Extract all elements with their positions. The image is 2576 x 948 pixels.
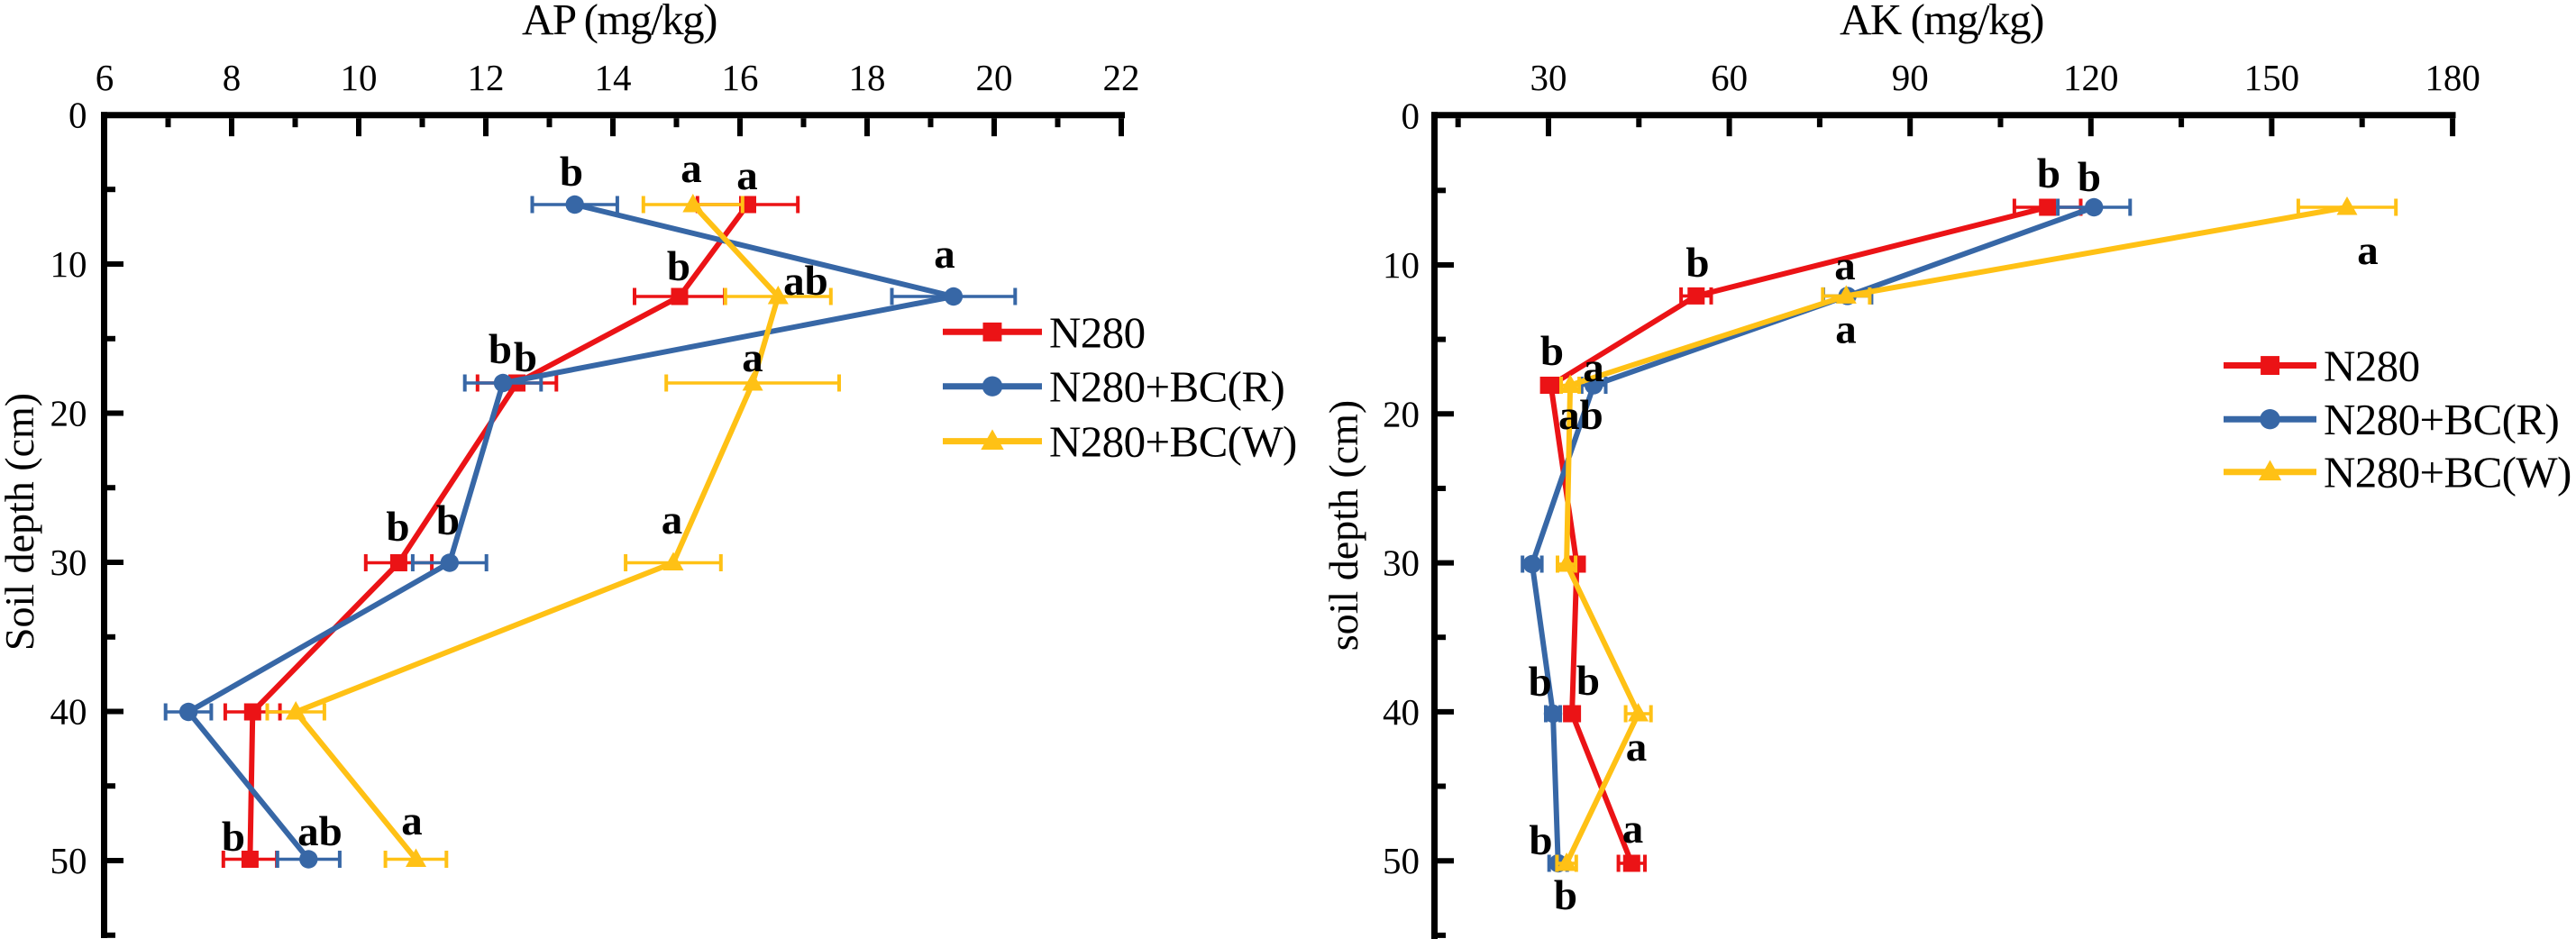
svg-text:14: 14 [595, 57, 632, 98]
svg-text:40: 40 [1383, 691, 1420, 733]
svg-text:soil depth (cm): soil depth (cm) [1320, 400, 1366, 652]
svg-text:b: b [489, 326, 512, 373]
svg-text:b: b [436, 497, 460, 544]
svg-text:a: a [662, 497, 683, 543]
svg-text:18: 18 [849, 57, 886, 98]
svg-text:AP (mg/kg): AP (mg/kg) [522, 0, 717, 44]
svg-text:6: 6 [96, 57, 114, 98]
svg-text:30: 30 [1383, 542, 1420, 584]
svg-text:60: 60 [1711, 57, 1748, 98]
svg-text:20: 20 [1383, 393, 1420, 434]
svg-text:b: b [1529, 659, 1552, 706]
svg-text:N280: N280 [1049, 307, 1146, 357]
svg-text:a: a [2357, 227, 2379, 274]
svg-text:12: 12 [468, 57, 505, 98]
svg-text:180: 180 [2425, 57, 2480, 98]
svg-text:50: 50 [50, 840, 87, 881]
svg-text:a: a [736, 152, 758, 199]
svg-text:N280+BC(W): N280+BC(W) [2324, 448, 2571, 497]
svg-text:20: 20 [50, 393, 87, 434]
svg-text:120: 120 [2063, 57, 2119, 98]
svg-text:16: 16 [722, 57, 759, 98]
svg-text:b: b [1576, 658, 1600, 705]
svg-text:N280+BC(R): N280+BC(R) [1049, 362, 1284, 412]
svg-text:b: b [2037, 150, 2060, 197]
svg-text:AK (mg/kg): AK (mg/kg) [1840, 0, 2043, 44]
svg-text:150: 150 [2244, 57, 2300, 98]
svg-text:a: a [1583, 344, 1604, 391]
svg-text:N280+BC(R): N280+BC(R) [2324, 395, 2559, 444]
svg-text:10: 10 [1383, 244, 1420, 286]
svg-text:ab: ab [783, 258, 828, 305]
svg-text:0: 0 [69, 95, 87, 136]
svg-text:a: a [1834, 242, 1856, 289]
svg-text:a: a [934, 231, 955, 278]
svg-text:b: b [386, 504, 409, 551]
svg-text:8: 8 [223, 57, 242, 98]
svg-text:b: b [1554, 872, 1577, 919]
svg-text:b: b [1540, 328, 1564, 375]
svg-text:ab: ab [1558, 392, 1603, 439]
svg-text:b: b [222, 814, 245, 861]
svg-text:N280: N280 [2324, 342, 2420, 391]
svg-text:a: a [742, 334, 763, 381]
svg-text:b: b [2078, 154, 2101, 201]
svg-text:b: b [1685, 240, 1709, 287]
svg-text:30: 30 [1530, 57, 1567, 98]
svg-text:50: 50 [1383, 840, 1420, 881]
svg-text:a: a [401, 798, 423, 844]
svg-text:a: a [1835, 306, 1857, 353]
svg-text:0: 0 [1402, 96, 1420, 137]
svg-text:Soil depth (cm): Soil depth (cm) [0, 393, 42, 651]
svg-text:20: 20 [976, 57, 1013, 98]
svg-text:ab: ab [297, 808, 343, 855]
svg-text:10: 10 [50, 243, 87, 285]
svg-text:b: b [560, 149, 583, 196]
svg-text:b: b [514, 334, 537, 381]
svg-text:b: b [1529, 817, 1552, 864]
svg-text:b: b [667, 243, 690, 290]
svg-text:30: 30 [50, 542, 87, 583]
svg-text:a: a [681, 145, 702, 192]
svg-text:90: 90 [1892, 57, 1929, 98]
svg-text:10: 10 [341, 57, 378, 98]
svg-text:22: 22 [1103, 57, 1140, 98]
svg-text:a: a [1626, 724, 1648, 770]
svg-text:a: a [1622, 806, 1644, 852]
svg-text:40: 40 [50, 691, 87, 733]
svg-text:N280+BC(W): N280+BC(W) [1049, 417, 1297, 467]
